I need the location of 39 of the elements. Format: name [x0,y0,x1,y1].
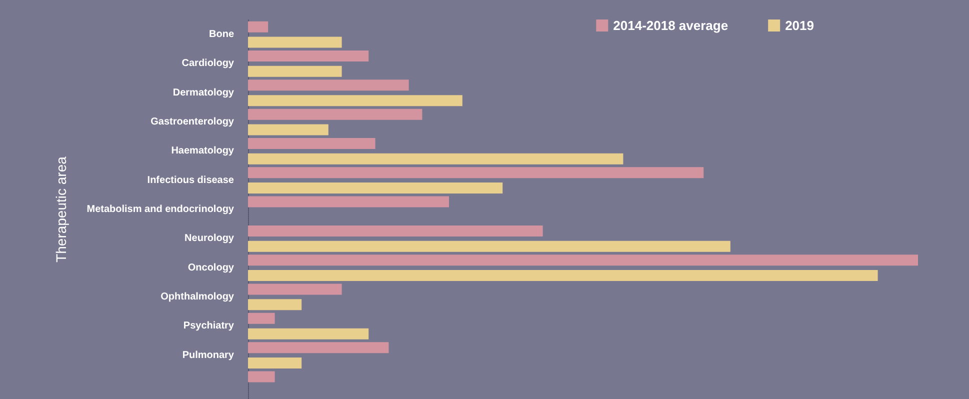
y-tick-label: Oncology [188,262,234,274]
bar [248,153,624,164]
bar [248,95,462,106]
bar [248,225,543,236]
bar [248,21,268,32]
bar [248,36,342,48]
bar [248,124,328,136]
bar [248,167,704,178]
bar [248,342,389,354]
y-tick-label: Pulmonary [182,350,234,361]
bar [248,254,918,266]
y-tick-label: Gastroenterology [150,116,234,128]
bar [248,240,730,252]
bar [248,196,449,208]
y-tick-label: Dermatology [172,87,234,98]
bar [248,182,503,194]
bar [248,357,302,368]
bar [248,50,369,62]
y-tick-label: Haematology [171,146,234,157]
bar [248,312,275,324]
y-tick-label: Bone [209,29,234,40]
bar [248,108,422,120]
bar [248,80,409,91]
legend-label: 2019 [785,18,814,33]
y-tick-label: Ophthalmology [160,291,234,302]
y-tick-label: Infectious disease [147,174,234,186]
bar [248,299,302,310]
legend-label: 2014-2018 average [613,18,728,33]
y-tick-label: Cardiology [182,58,234,70]
bar [248,66,342,77]
y-tick-label: Metabolism and endocrinology [86,204,234,215]
bar [248,138,376,149]
bar [248,328,369,340]
bar [248,270,878,282]
y-axis-title: Therapeutic area [53,156,69,262]
bar [248,371,275,382]
y-tick-label: Neurology [184,233,234,244]
bar [248,284,342,295]
y-tick-label: Psychiatry [183,320,234,332]
